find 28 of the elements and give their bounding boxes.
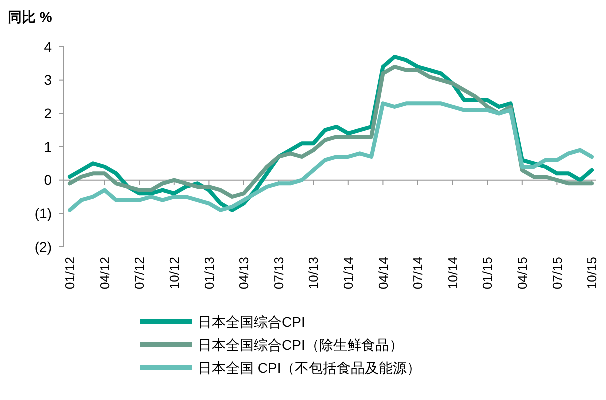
x-tick-label: 01/15 <box>480 257 496 290</box>
x-tick-label: 04/12 <box>97 257 112 290</box>
y-tick-label: (1) <box>34 206 52 222</box>
legend-label: 日本全国综合CPI <box>198 314 306 330</box>
y-tick-label: 4 <box>44 38 52 55</box>
x-tick-label: 07/14 <box>410 257 426 290</box>
legend-label: 日本全国 CPI（不包括食品及能源） <box>198 360 422 376</box>
x-tick-label: 01/13 <box>202 257 217 290</box>
x-tick-label: 10/12 <box>166 257 182 290</box>
x-tick-label: 10/15 <box>584 257 600 290</box>
x-tick-label: 01/12 <box>62 257 78 290</box>
y-tick-label: 1 <box>44 138 52 155</box>
x-tick-label: 07/15 <box>550 257 565 290</box>
y-tick-label: 2 <box>44 106 52 122</box>
x-tick-label: 10/14 <box>445 257 460 290</box>
x-tick-label: 07/12 <box>132 257 148 290</box>
legend-label: 日本全国综合CPI（除生鲜食品） <box>198 336 404 353</box>
line-series <box>68 102 594 212</box>
x-tick-label: 04/15 <box>514 257 530 290</box>
x-tick-label: 01/14 <box>340 257 356 290</box>
y-axis-title: 同比 % <box>8 9 53 25</box>
y-tick-label: 0 <box>44 172 52 188</box>
y-tick-label: (2) <box>34 238 52 255</box>
x-tick-label: 10/13 <box>306 257 322 290</box>
y-tick-label: 3 <box>44 72 52 88</box>
x-tick-label: 04/13 <box>236 257 252 290</box>
x-tick-label: 07/13 <box>271 257 286 290</box>
x-tick-label: 04/14 <box>376 257 391 290</box>
